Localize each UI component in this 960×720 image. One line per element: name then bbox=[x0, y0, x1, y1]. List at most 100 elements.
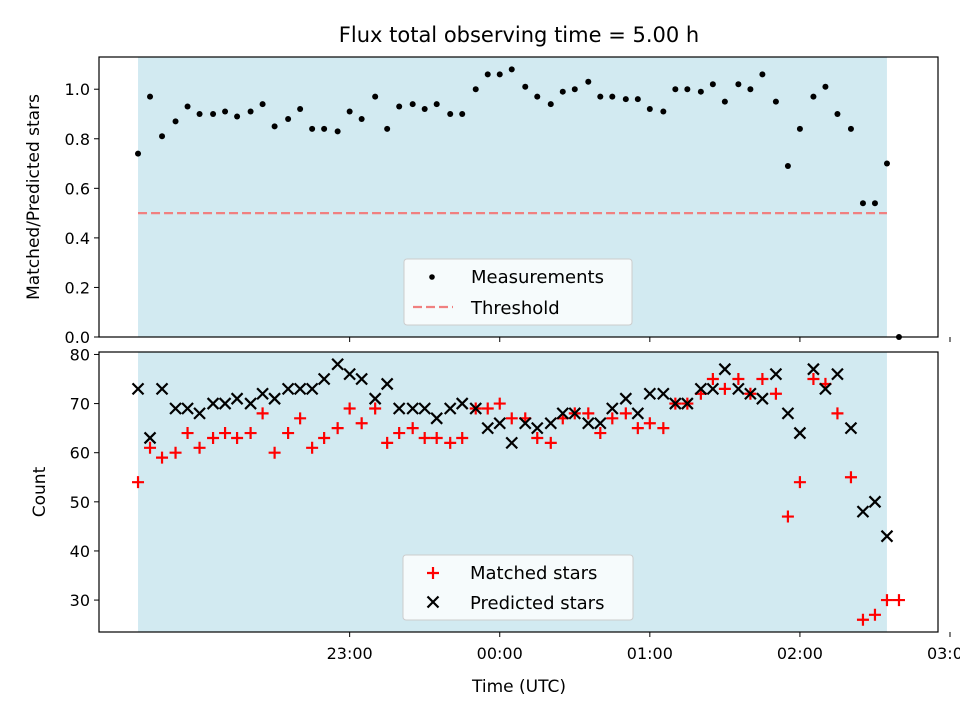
matched-star-point bbox=[343, 402, 356, 415]
matched-star-point bbox=[268, 446, 281, 459]
matched-star-point bbox=[531, 431, 544, 444]
predicted-star-point bbox=[568, 407, 582, 420]
predicted-star-point bbox=[556, 407, 570, 420]
matched-star-point bbox=[769, 387, 782, 400]
y-tick-label: 60 bbox=[70, 444, 90, 463]
predicted-star-point bbox=[732, 382, 745, 396]
measurement-point bbox=[747, 86, 754, 93]
predicted-star-point bbox=[831, 367, 844, 381]
matched-star-point bbox=[594, 427, 607, 440]
predicted-star-point bbox=[430, 412, 443, 425]
measurement-point bbox=[735, 81, 742, 88]
predicted-star-point bbox=[769, 367, 783, 381]
measurement-point bbox=[259, 101, 266, 108]
predicted-star-point bbox=[181, 402, 194, 415]
matched-star-point bbox=[493, 397, 506, 410]
predicted-star-point bbox=[368, 392, 382, 405]
predicted-star-point bbox=[694, 382, 708, 396]
measurement-point bbox=[447, 110, 454, 117]
measurements-series bbox=[135, 66, 902, 340]
predicted-star-point bbox=[193, 407, 206, 420]
predicted-star-point bbox=[317, 372, 331, 386]
predicted-star-point bbox=[281, 382, 295, 396]
measurement-point bbox=[421, 106, 428, 113]
predicted-star-point bbox=[331, 358, 344, 371]
matched-star-point bbox=[868, 608, 881, 621]
predicted-star-point bbox=[582, 416, 595, 430]
matched-star-point bbox=[369, 402, 382, 415]
measurement-point bbox=[196, 110, 203, 117]
measurement-point bbox=[522, 83, 529, 90]
bottom-legend-box bbox=[402, 554, 634, 621]
matched-star-point bbox=[231, 431, 244, 444]
matched-star-point bbox=[481, 402, 494, 415]
measurement-point bbox=[646, 106, 653, 113]
matched-star-point bbox=[831, 407, 844, 420]
y-tick-label: 80 bbox=[70, 345, 90, 364]
matched-star-point bbox=[144, 441, 157, 454]
predicted-star-point bbox=[594, 416, 607, 430]
matched-star-point bbox=[381, 436, 394, 449]
measurement-point bbox=[234, 113, 241, 120]
predicted-star-point bbox=[244, 397, 257, 410]
predicted-star-point bbox=[305, 382, 319, 396]
predicted-star-point bbox=[481, 421, 495, 435]
top-y-axis-label: Matched/Predicted stars bbox=[24, 94, 44, 300]
matched-star-point bbox=[643, 417, 656, 430]
matched-star-point bbox=[318, 431, 331, 444]
measurement-point bbox=[871, 200, 878, 207]
predicted-star-point bbox=[469, 402, 483, 415]
measurement-point bbox=[135, 150, 142, 157]
matched-star-point bbox=[619, 407, 632, 420]
measurement-point bbox=[784, 163, 791, 170]
predicted-star-point bbox=[505, 436, 519, 450]
predicted-star-point bbox=[631, 407, 645, 420]
predicted-star-point bbox=[155, 382, 169, 396]
y-tick-label: 0.0 bbox=[65, 328, 90, 347]
matched-stars-series bbox=[132, 373, 905, 626]
top-x-ticks bbox=[349, 337, 951, 342]
predicted-star-point bbox=[418, 402, 431, 415]
measurement-point bbox=[484, 71, 491, 78]
measurement-point bbox=[459, 110, 466, 117]
measurement-point bbox=[559, 88, 566, 95]
predicted-star-point bbox=[706, 382, 720, 396]
x-axis-label: Time (UTC) bbox=[471, 677, 566, 697]
measurement-point bbox=[184, 103, 191, 110]
measurement-point bbox=[709, 81, 716, 88]
matched-star-point bbox=[856, 613, 869, 626]
matched-star-point bbox=[132, 476, 145, 489]
measurement-point bbox=[810, 93, 817, 100]
y-tick-label: 70 bbox=[70, 395, 90, 414]
matched-star-point bbox=[807, 373, 820, 386]
matched-star-point bbox=[256, 407, 269, 420]
predicted-star-point bbox=[606, 402, 619, 415]
measurement-point bbox=[772, 98, 779, 105]
predicted-star-point bbox=[643, 387, 657, 401]
predicted-star-point bbox=[230, 392, 244, 405]
measurement-point bbox=[409, 101, 416, 108]
y-tick-label: 0.4 bbox=[65, 229, 90, 248]
measurement-point bbox=[534, 93, 541, 100]
measurement-point bbox=[297, 106, 304, 113]
measurement-point bbox=[634, 96, 641, 103]
measurement-point bbox=[796, 125, 803, 132]
predicted-star-point bbox=[657, 387, 670, 401]
matched-star-point bbox=[793, 476, 806, 489]
measurement-point bbox=[759, 71, 766, 78]
y-tick-label: 40 bbox=[70, 542, 90, 561]
matched-star-point bbox=[282, 427, 295, 440]
matched-star-point bbox=[294, 412, 307, 425]
predicted-star-point bbox=[293, 382, 307, 396]
y-tick-label: 30 bbox=[70, 591, 90, 610]
measurement-point bbox=[721, 98, 728, 105]
predicted-star-point bbox=[392, 402, 406, 415]
y-tick-label: 0.2 bbox=[65, 278, 90, 297]
matched-star-point bbox=[169, 446, 182, 459]
top-axes-frame bbox=[98, 56, 939, 338]
predicted-star-point bbox=[793, 426, 807, 440]
legend-threshold-label: Threshold bbox=[470, 298, 560, 319]
predicted-star-point bbox=[807, 362, 820, 376]
measurement-point bbox=[159, 133, 166, 140]
